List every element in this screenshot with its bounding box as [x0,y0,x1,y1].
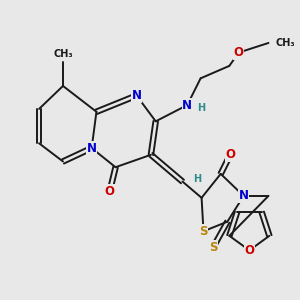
Text: O: O [225,148,235,161]
Text: S: S [209,241,217,254]
Text: S: S [199,225,208,238]
Text: CH₃: CH₃ [53,49,73,59]
Text: O: O [234,46,244,59]
Text: H: H [193,174,201,184]
Text: O: O [244,244,254,257]
Text: CH₃: CH₃ [276,38,295,48]
Text: O: O [105,184,115,198]
Text: N: N [132,89,142,102]
Text: N: N [87,142,97,154]
Text: N: N [182,99,192,112]
Text: N: N [238,189,249,203]
Text: H: H [197,103,206,113]
